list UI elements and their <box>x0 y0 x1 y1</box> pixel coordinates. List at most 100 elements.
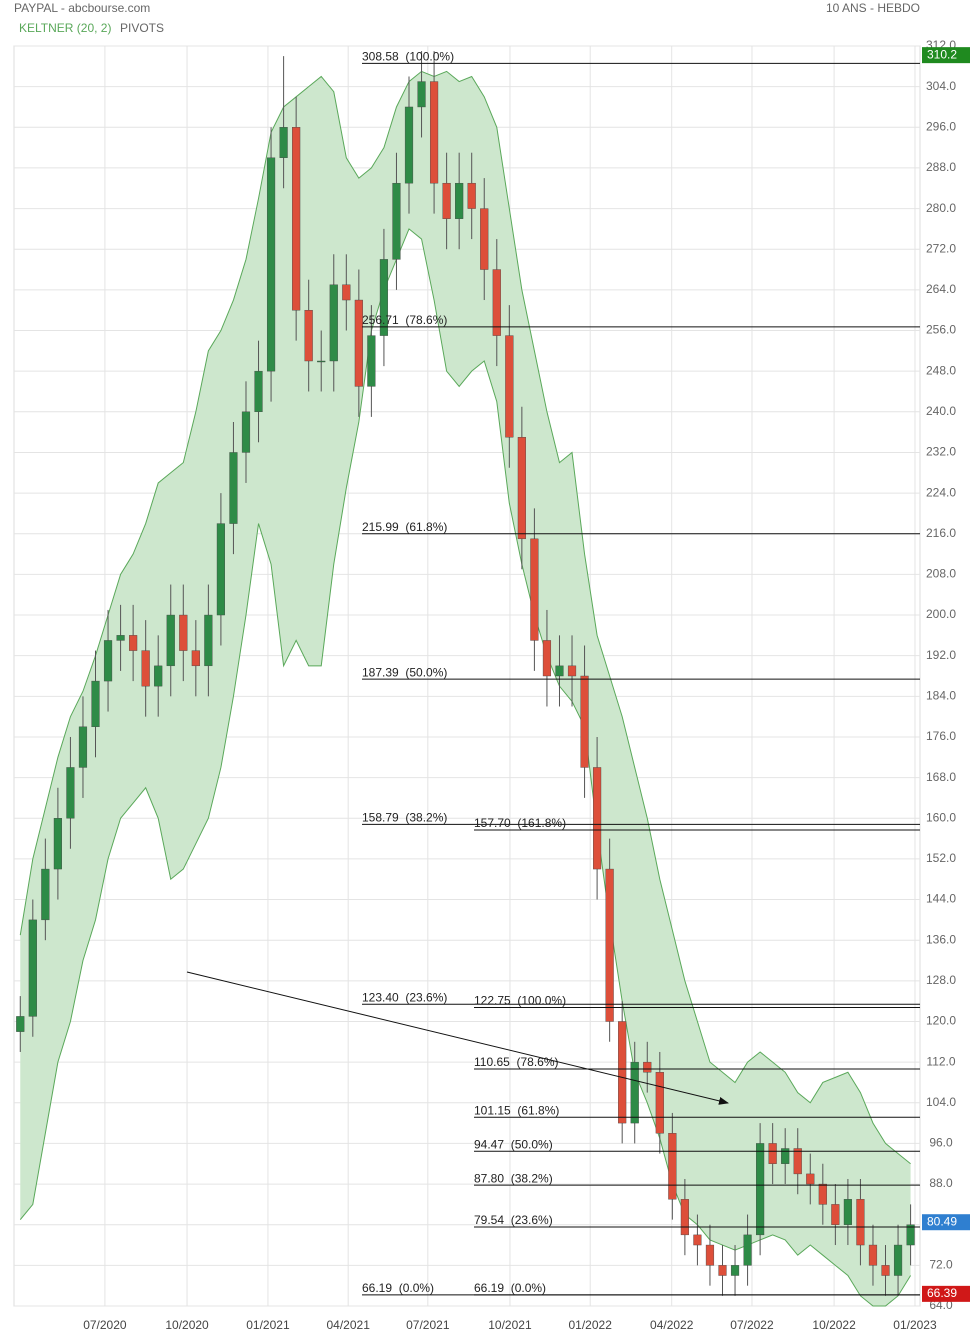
candle-body <box>342 284 351 301</box>
y-tick-label: 136.0 <box>926 932 956 946</box>
candle-body <box>204 614 213 667</box>
candle-body <box>367 335 376 387</box>
candle-body <box>166 614 175 667</box>
candle-body <box>542 640 552 677</box>
pivot-label: 308.58 (100.0%) <box>362 50 454 64</box>
x-tick-label: 04/2022 <box>650 1318 694 1332</box>
candle-body <box>680 1199 689 1236</box>
candle-body <box>116 635 125 641</box>
chart-title: PAYPAL - abcbourse.com <box>14 1 150 15</box>
candle-body <box>593 767 602 870</box>
x-tick-label: 07/2020 <box>83 1318 127 1332</box>
legend-keltner: KELTNER (20, 2) <box>19 21 111 35</box>
legend-pivots: PIVOTS <box>120 21 164 35</box>
candle-body <box>379 259 389 336</box>
candle-body <box>730 1265 740 1276</box>
candle-body <box>78 726 88 768</box>
candle-body <box>530 538 539 641</box>
y-tick-label: 112.0 <box>926 1054 955 1068</box>
x-tick-label: 10/2020 <box>165 1318 209 1332</box>
y-tick-label: 96.0 <box>929 1136 953 1150</box>
pivot-label: 256.71 (78.6%) <box>362 313 447 327</box>
pivot-label: 94.47 (50.0%) <box>474 1137 553 1151</box>
candle-body <box>655 1072 664 1134</box>
trend-arrow <box>186 971 729 1105</box>
y-tick-label: 208.0 <box>926 567 956 581</box>
keltner-band <box>19 70 912 1307</box>
y-tick-label: 72.0 <box>929 1258 953 1272</box>
candle-body <box>831 1204 840 1225</box>
y-tick-label: 232.0 <box>926 445 956 459</box>
axes: 312.0304.0296.0288.0280.0272.0264.0256.0… <box>83 38 970 1332</box>
y-tick-label: 152.0 <box>926 851 956 865</box>
candle-body <box>881 1265 890 1276</box>
x-tick-label: 10/2021 <box>488 1318 532 1332</box>
y-tick-label: 88.0 <box>929 1176 953 1190</box>
x-tick-label: 10/2022 <box>812 1318 856 1332</box>
candle-body <box>16 1016 25 1032</box>
candle-body <box>28 919 37 1017</box>
y-tick-label: 192.0 <box>926 648 956 662</box>
candle-body <box>392 182 401 260</box>
candle-body <box>103 640 113 682</box>
candle-body <box>154 665 163 687</box>
candle-body <box>304 309 313 362</box>
pivot-label: 158.79 (38.2%) <box>362 811 447 825</box>
y-tick-label: 240.0 <box>926 404 956 418</box>
pivot-label: 123.40 (23.6%) <box>362 990 447 1004</box>
candle-body <box>818 1183 827 1205</box>
candle-body <box>229 452 238 524</box>
candle-body <box>216 523 225 616</box>
x-tick-label: 01/2021 <box>246 1318 290 1332</box>
pivot-label: 110.65 (78.6%) <box>474 1055 559 1069</box>
y-tick-label: 128.0 <box>926 973 956 987</box>
price-marker-label: 66.39 <box>927 1286 957 1300</box>
pivot-label: 66.19 (0.0%) <box>474 1281 546 1295</box>
candle-body <box>91 680 100 728</box>
candle-body <box>492 269 501 336</box>
candle-body <box>266 157 276 372</box>
x-tick-label: 07/2022 <box>730 1318 774 1332</box>
candle-body <box>643 1061 652 1073</box>
y-tick-label: 184.0 <box>926 688 956 702</box>
candle-body <box>630 1061 639 1124</box>
candle-body <box>893 1244 903 1276</box>
y-tick-label: 160.0 <box>926 810 956 824</box>
x-tick-label: 04/2021 <box>326 1318 370 1332</box>
y-tick-label: 304.0 <box>926 79 956 93</box>
candle-body <box>705 1244 715 1266</box>
candle-body <box>66 767 75 819</box>
price-marker-label: 80.49 <box>927 1214 957 1228</box>
candle-body <box>668 1133 677 1200</box>
candle-body <box>605 868 614 1022</box>
candle-body <box>781 1148 790 1164</box>
candle-body <box>455 182 464 219</box>
candle-body <box>856 1199 865 1246</box>
candles <box>16 51 915 1296</box>
candle-body <box>793 1148 802 1175</box>
candle-body <box>442 182 451 219</box>
candle-body <box>254 370 263 413</box>
candle-body <box>906 1224 915 1246</box>
pivot-label: 87.80 (38.2%) <box>474 1171 553 1185</box>
x-tick-label: 01/2023 <box>893 1318 937 1332</box>
candle-body <box>567 665 577 677</box>
candle-body <box>517 437 526 540</box>
price-marker-label: 310.2 <box>927 47 957 61</box>
candle-body <box>354 299 363 387</box>
price-marker <box>922 1214 970 1231</box>
candle-body <box>129 635 138 651</box>
y-tick-label: 120.0 <box>926 1014 956 1028</box>
candle-body <box>279 127 288 158</box>
candle-body <box>241 411 251 453</box>
candle-body <box>693 1234 702 1246</box>
y-tick-label: 176.0 <box>926 729 956 743</box>
candle-body <box>756 1143 765 1236</box>
candle-body <box>141 650 150 687</box>
candle-body <box>467 182 476 209</box>
price-marker <box>922 1285 970 1302</box>
candle-body <box>843 1199 852 1225</box>
y-tick-label: 104.0 <box>926 1095 956 1109</box>
y-tick-label: 224.0 <box>926 485 956 499</box>
